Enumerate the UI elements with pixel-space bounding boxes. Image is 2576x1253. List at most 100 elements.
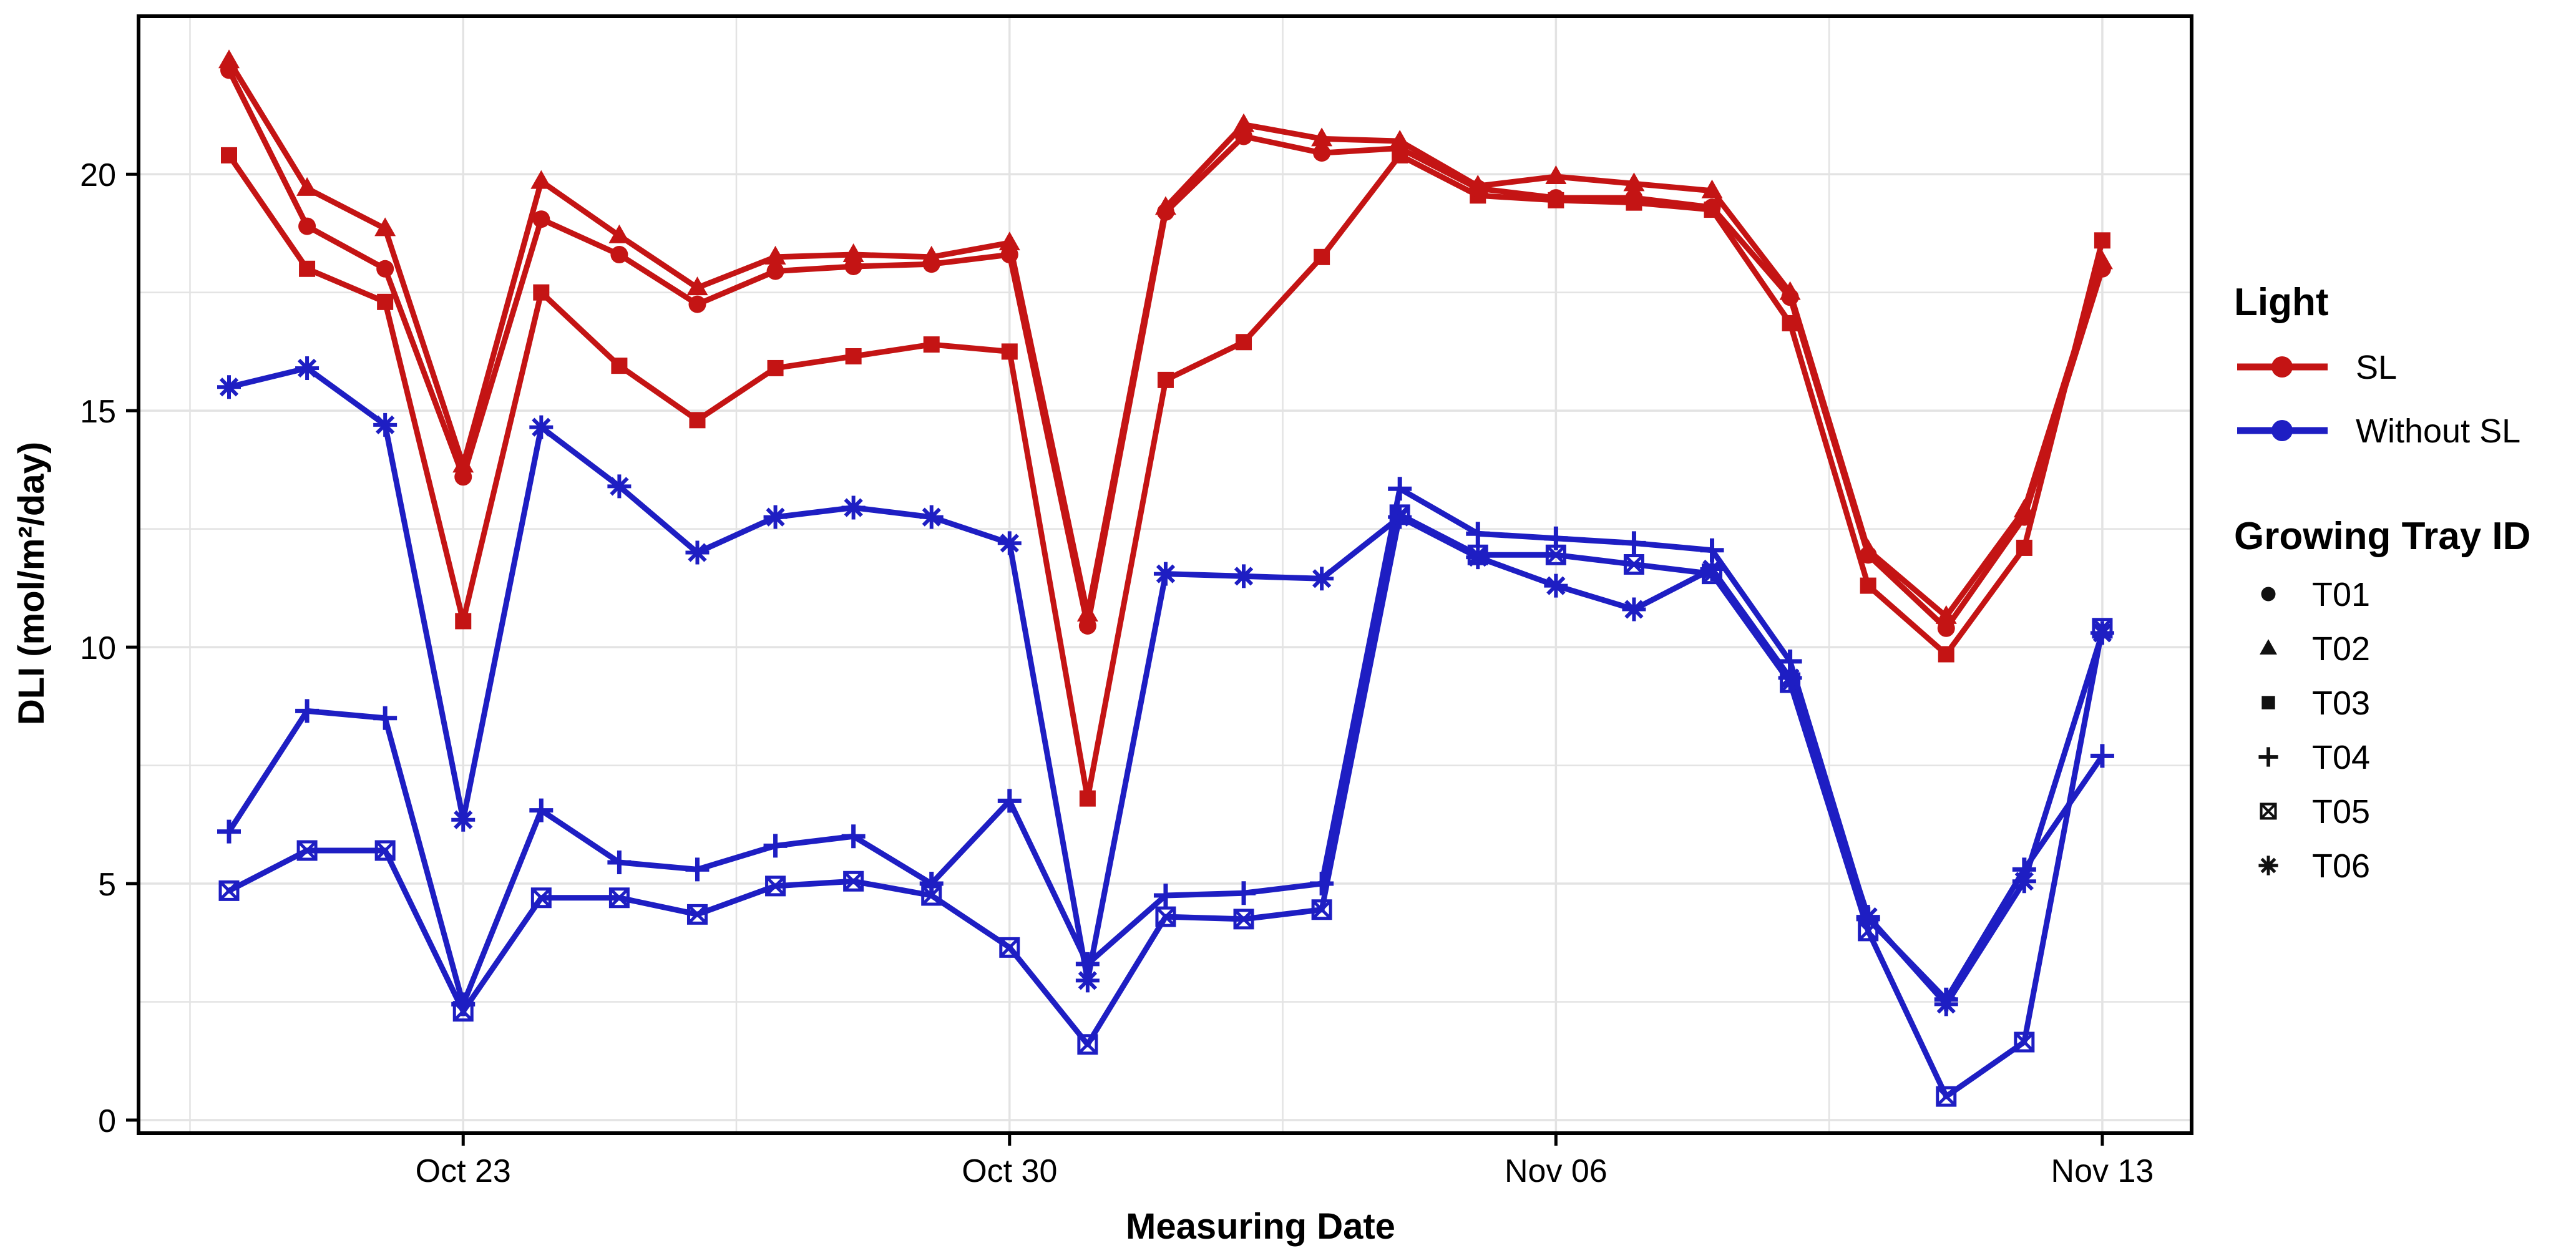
- triangle-marker: [998, 232, 1020, 251]
- plus-marker: [1778, 649, 1802, 673]
- triangle-marker: [1935, 605, 1957, 624]
- triangle-marker: [1701, 179, 1723, 198]
- square-x-marker: [2260, 802, 2277, 820]
- triangle-marker: [1545, 165, 1567, 184]
- plus-marker: [373, 706, 398, 730]
- legend-tray-item-t01: T01: [2261, 576, 2370, 613]
- plus-marker: [1466, 522, 1490, 546]
- axes: Oct 23 Oct 30 Nov 06 Nov 13 0 5 10 15 20: [80, 157, 2154, 1189]
- triangle-marker: [1389, 130, 1411, 149]
- series-line-T01: [226, 67, 2105, 631]
- plus-marker: [1153, 884, 1178, 907]
- square-x-marker: [1623, 553, 1644, 575]
- triangle-marker: [1857, 539, 1879, 558]
- plus-marker: [2258, 747, 2278, 767]
- square-x-marker: [1702, 563, 1723, 585]
- plus-marker: [1934, 987, 1958, 1012]
- triangle-marker: [1154, 196, 1176, 215]
- x-tick-label: Nov 13: [2051, 1153, 2154, 1189]
- triangle-marker: [374, 217, 396, 236]
- triangle-marker: [764, 245, 786, 265]
- square-x-marker: [1467, 544, 1488, 565]
- asterisk-marker: [841, 495, 866, 520]
- legend-light-title: Light: [2234, 281, 2329, 324]
- series-T04: [217, 477, 2114, 1017]
- square-x-marker: [1155, 906, 1176, 927]
- square-x-marker: [608, 887, 630, 909]
- square-marker: [611, 358, 628, 374]
- square-marker: [1157, 371, 1174, 388]
- triangle-marker: [920, 245, 942, 265]
- legend-tray-item-t03: T03: [2261, 685, 2370, 722]
- legend-tray-label: T02: [2312, 630, 2370, 668]
- asterisk-marker: [685, 540, 710, 565]
- square-marker: [2261, 696, 2275, 709]
- triangle-marker: [608, 224, 630, 243]
- y-tick-label: 5: [98, 867, 116, 903]
- square-marker: [377, 293, 394, 310]
- legend-tray-label: T06: [2312, 847, 2370, 885]
- legend-line-point: [2271, 420, 2293, 441]
- square-marker: [221, 147, 237, 163]
- circle-marker: [2261, 587, 2276, 602]
- series-T05: [218, 504, 2113, 1107]
- plus-marker: [1388, 477, 1412, 501]
- triangle-marker: [842, 243, 864, 263]
- legend: Light SL Without SL Growing Tray ID T01 T02 T0…: [2234, 281, 2530, 885]
- plus-marker: [1075, 952, 1100, 976]
- legend-tray-label: T01: [2312, 576, 2370, 613]
- plus-marker: [217, 819, 241, 844]
- square-x-marker: [1545, 544, 1566, 565]
- legend-tray-item-t06: T06: [2258, 847, 2370, 885]
- series-line-T02: [226, 57, 2105, 620]
- triangle-marker: [1233, 113, 1255, 132]
- plus-marker: [1232, 881, 1256, 905]
- legend-tray-item-t04: T04: [2258, 739, 2370, 776]
- square-x-marker: [765, 875, 786, 897]
- panel-border: [137, 14, 2193, 1135]
- circle-marker: [298, 217, 316, 235]
- triangle-marker: [1779, 281, 1801, 300]
- asterisk-marker: [1153, 562, 1178, 586]
- plus-marker: [841, 824, 866, 849]
- x-tick-label: Nov 06: [1505, 1153, 1608, 1189]
- circle-marker: [1547, 189, 1565, 207]
- triangle-marker: [1311, 127, 1333, 147]
- square-x-marker: [999, 937, 1020, 958]
- plus-marker: [607, 850, 632, 874]
- square-x-marker: [218, 880, 240, 901]
- legend-light-item-sl: SL: [2237, 349, 2397, 386]
- triangle-marker: [1076, 603, 1098, 622]
- asterisk-marker: [763, 505, 788, 529]
- series-line-T05: [226, 512, 2105, 1099]
- circle-marker: [766, 262, 784, 280]
- y-tick-label: 20: [80, 157, 116, 193]
- plus-marker: [2090, 744, 2114, 768]
- plus-marker: [1700, 538, 1724, 562]
- square-x-marker: [1936, 1086, 1957, 1107]
- series-line-T03: [226, 152, 2105, 802]
- asterisk-marker: [997, 531, 1022, 555]
- square-marker: [533, 284, 550, 301]
- square-marker: [689, 412, 706, 429]
- circle-marker: [1313, 144, 1331, 162]
- triangle-marker: [218, 49, 240, 69]
- asterisk-marker: [1232, 564, 1256, 588]
- legend-tray-label: T04: [2312, 739, 2370, 776]
- asterisk-marker: [1075, 968, 1100, 993]
- asterisk-marker: [217, 375, 241, 399]
- square-x-marker: [1077, 1034, 1098, 1055]
- triangle-marker: [452, 454, 474, 473]
- plus-marker: [451, 992, 476, 1017]
- plus-marker: [763, 834, 788, 858]
- triangle-marker: [296, 177, 318, 196]
- legend-light-item-without-sl: Without SL: [2237, 412, 2520, 450]
- square-x-marker: [843, 870, 864, 892]
- asterisk-marker: [1310, 567, 1334, 591]
- plus-marker: [919, 872, 944, 896]
- square-x-marker: [1311, 899, 1332, 920]
- square-marker: [2016, 539, 2032, 556]
- square-marker: [1001, 343, 1018, 360]
- triangle-marker: [686, 276, 708, 296]
